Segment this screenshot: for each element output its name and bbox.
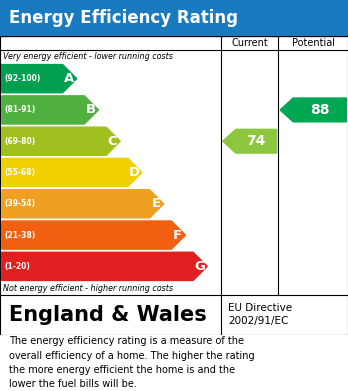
Text: (92-100): (92-100)	[5, 74, 41, 83]
Text: C: C	[108, 135, 117, 148]
Text: D: D	[129, 166, 140, 179]
Polygon shape	[2, 252, 207, 280]
Text: EU Directive
2002/91/EC: EU Directive 2002/91/EC	[228, 303, 292, 326]
Text: G: G	[194, 260, 205, 273]
Text: Not energy efficient - higher running costs: Not energy efficient - higher running co…	[3, 284, 174, 293]
Text: England & Wales: England & Wales	[9, 305, 206, 325]
Polygon shape	[223, 129, 277, 153]
Text: (1-20): (1-20)	[5, 262, 30, 271]
Text: B: B	[86, 104, 96, 117]
Polygon shape	[2, 96, 98, 124]
Text: E: E	[151, 197, 160, 210]
Text: 88: 88	[310, 103, 330, 117]
Polygon shape	[2, 158, 142, 187]
Polygon shape	[280, 98, 346, 122]
Text: (55-68): (55-68)	[5, 168, 35, 177]
Polygon shape	[2, 190, 164, 218]
Text: (21-38): (21-38)	[5, 231, 36, 240]
Polygon shape	[2, 127, 120, 155]
Text: (69-80): (69-80)	[5, 137, 36, 146]
Text: The energy efficiency rating is a measure of the
overall efficiency of a home. T: The energy efficiency rating is a measur…	[9, 336, 254, 389]
Text: Energy Efficiency Rating: Energy Efficiency Rating	[9, 9, 238, 27]
Text: Current: Current	[231, 38, 268, 48]
Text: Potential: Potential	[292, 38, 335, 48]
Text: (81-91): (81-91)	[5, 106, 36, 115]
Text: F: F	[173, 229, 182, 242]
Text: 74: 74	[246, 134, 266, 148]
Polygon shape	[2, 65, 77, 93]
Text: A: A	[64, 72, 74, 85]
Polygon shape	[2, 221, 185, 249]
Text: (39-54): (39-54)	[5, 199, 35, 208]
Text: Very energy efficient - lower running costs: Very energy efficient - lower running co…	[3, 52, 173, 61]
